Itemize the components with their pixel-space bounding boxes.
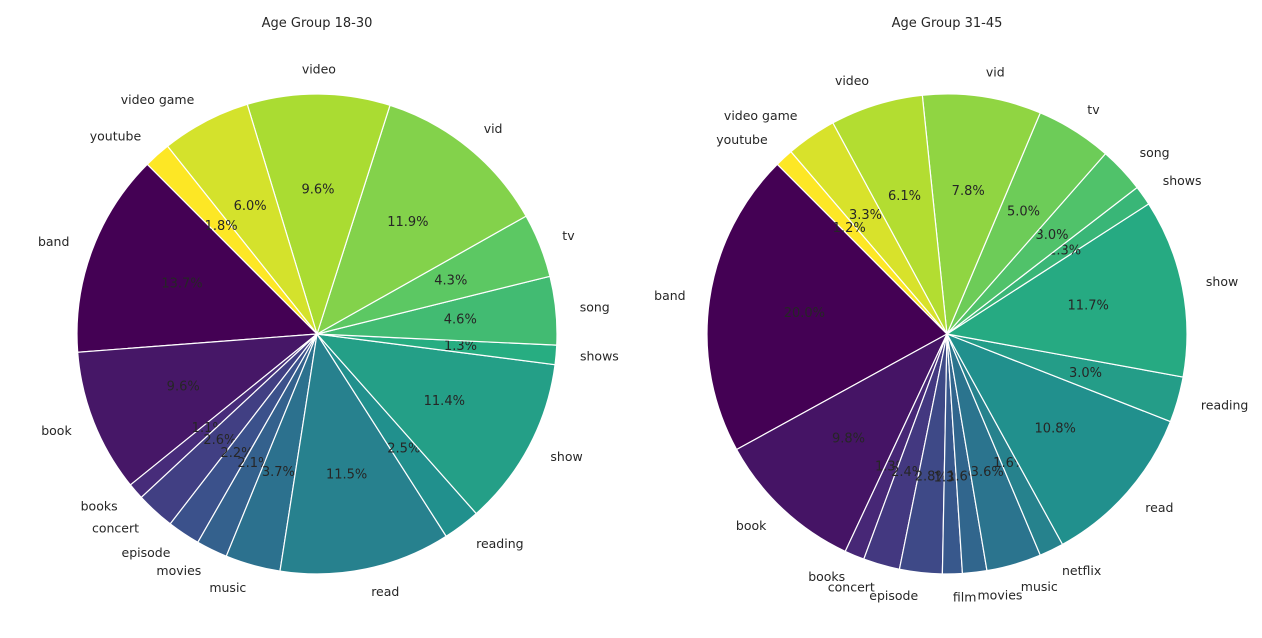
pie-2-pct-music: 3.6%	[971, 465, 1004, 480]
pie-1-slice-video	[246, 93, 391, 337]
pie-2-label-vid: vid	[986, 64, 1005, 79]
pie-2-label-film: film	[953, 589, 977, 604]
pie-2-label-books: books	[808, 569, 845, 584]
pie-2-label-netflix: netflix	[1062, 563, 1101, 578]
pie-1-label-video-game: video game	[121, 92, 195, 107]
pie-2-label-concert: concert	[828, 579, 875, 594]
pie-2-pct-vid: 7.8%	[952, 184, 985, 199]
pie-2-pct-episode: 2.8%	[915, 470, 948, 485]
pie-1-pct-read: 11.5%	[326, 467, 367, 482]
pie-2-pct-video-game: 3.3%	[849, 208, 882, 223]
chart-2-title: Age Group 31-45	[892, 16, 1003, 31]
pie-2-slice-vid	[921, 93, 1042, 335]
pie-2-slice-show	[945, 203, 1188, 378]
pie-1-slice-book	[77, 333, 319, 486]
pie-1-pct-video-game: 6.0%	[234, 199, 267, 214]
pie-2-label-episode: episode	[869, 588, 918, 603]
pie-2-pct-youtube: 1.2%	[833, 221, 866, 236]
pie-1-pct-band: 13.7%	[161, 277, 202, 292]
pie-1-label-concert: concert	[92, 521, 139, 536]
pie-1-slice-show	[315, 333, 556, 515]
pie-1-slice-vid	[315, 104, 527, 336]
pie-1-label-shows: shows	[580, 349, 619, 364]
pie-1-label-band: band	[38, 234, 69, 249]
pie-2-label-movies: movies	[978, 588, 1023, 603]
pie-chart-age-18-30: band13.7%book9.6%books1.1%concert2.6%epi…	[38, 62, 619, 599]
pie-1-pct-video: 9.6%	[301, 183, 334, 198]
pie-2-slice-band	[706, 163, 948, 451]
pie-2-label-show: show	[1206, 274, 1238, 289]
pie-2-pct-read: 10.8%	[1035, 422, 1076, 437]
pie-2-label-book: book	[736, 518, 767, 533]
pie-1-label-video: video	[302, 62, 336, 77]
pie-1-label-read: read	[371, 584, 399, 599]
pie-2-pct-tv: 5.0%	[1007, 205, 1040, 220]
pie-1-pct-concert: 2.6%	[203, 433, 236, 448]
pie-1-pct-shows: 1.3%	[444, 339, 477, 354]
pie-1-label-music: music	[209, 580, 246, 595]
pie-2-slice-book	[735, 332, 949, 553]
pie-2-label-shows: shows	[1163, 173, 1202, 188]
pie-2-label-band: band	[654, 288, 685, 303]
pie-2-label-tv: tv	[1087, 102, 1100, 117]
pie-1-slice-read	[279, 332, 448, 575]
pie-2-label-youtube: youtube	[716, 132, 768, 147]
pie-2-label-music: music	[1021, 579, 1058, 594]
pie-1-pct-reading: 2.5%	[387, 441, 420, 456]
pie-1-slice-youtube	[146, 145, 318, 335]
pie-1-label-movies: movies	[156, 563, 201, 578]
pie-2-pct-concert: 2.4%	[891, 465, 924, 480]
pie-1-pct-music: 3.7%	[262, 465, 295, 480]
pie-1-label-show: show	[550, 449, 582, 464]
pie-2-pct-reading: 3.0%	[1069, 366, 1102, 381]
pie-2-pct-book: 9.8%	[832, 432, 865, 447]
pie-2-label-video-game: video game	[724, 108, 798, 123]
chart-1-title: Age Group 18-30	[262, 16, 373, 31]
pie-1-pct-youtube: 1.8%	[205, 219, 238, 234]
pie-1-label-youtube: youtube	[90, 129, 142, 144]
pie-1-pct-vid: 11.9%	[387, 215, 428, 230]
pie-2-label-reading: reading	[1201, 398, 1248, 413]
pie-1-label-tv: tv	[562, 228, 575, 243]
pie-1-slice-band	[76, 163, 319, 353]
pie-1-label-books: books	[81, 499, 118, 514]
pie-2-label-video: video	[835, 73, 869, 88]
pie-1-pct-tv: 4.3%	[434, 273, 467, 288]
pie-1-label-episode: episode	[122, 545, 171, 560]
pie-1-pct-episode: 2.2%	[220, 446, 253, 461]
pie-1-pct-song: 4.6%	[444, 312, 477, 327]
pie-2-pct-show: 11.7%	[1068, 298, 1109, 313]
pie-1-label-reading: reading	[476, 536, 523, 551]
pie-1-label-song: song	[580, 300, 610, 315]
pie-2-pct-band: 20.0%	[784, 306, 825, 321]
pie-2-pct-video: 6.1%	[888, 189, 921, 204]
pie-chart-age-31-45: band20.0%book9.8%books1.3%concert2.4%epi…	[654, 64, 1248, 604]
pie-1-pct-book: 9.6%	[167, 380, 200, 395]
pie-2-slice-read	[945, 332, 1172, 546]
pie-2-pct-song: 3.0%	[1035, 228, 1068, 243]
pie-2-label-song: song	[1140, 145, 1170, 160]
pie-2-slice-youtube	[776, 150, 948, 335]
pie-1-label-book: book	[41, 423, 72, 438]
pie-2-label-read: read	[1145, 500, 1173, 515]
pie-1-label-vid: vid	[484, 121, 503, 136]
pie-1-pct-show: 11.4%	[424, 394, 465, 409]
